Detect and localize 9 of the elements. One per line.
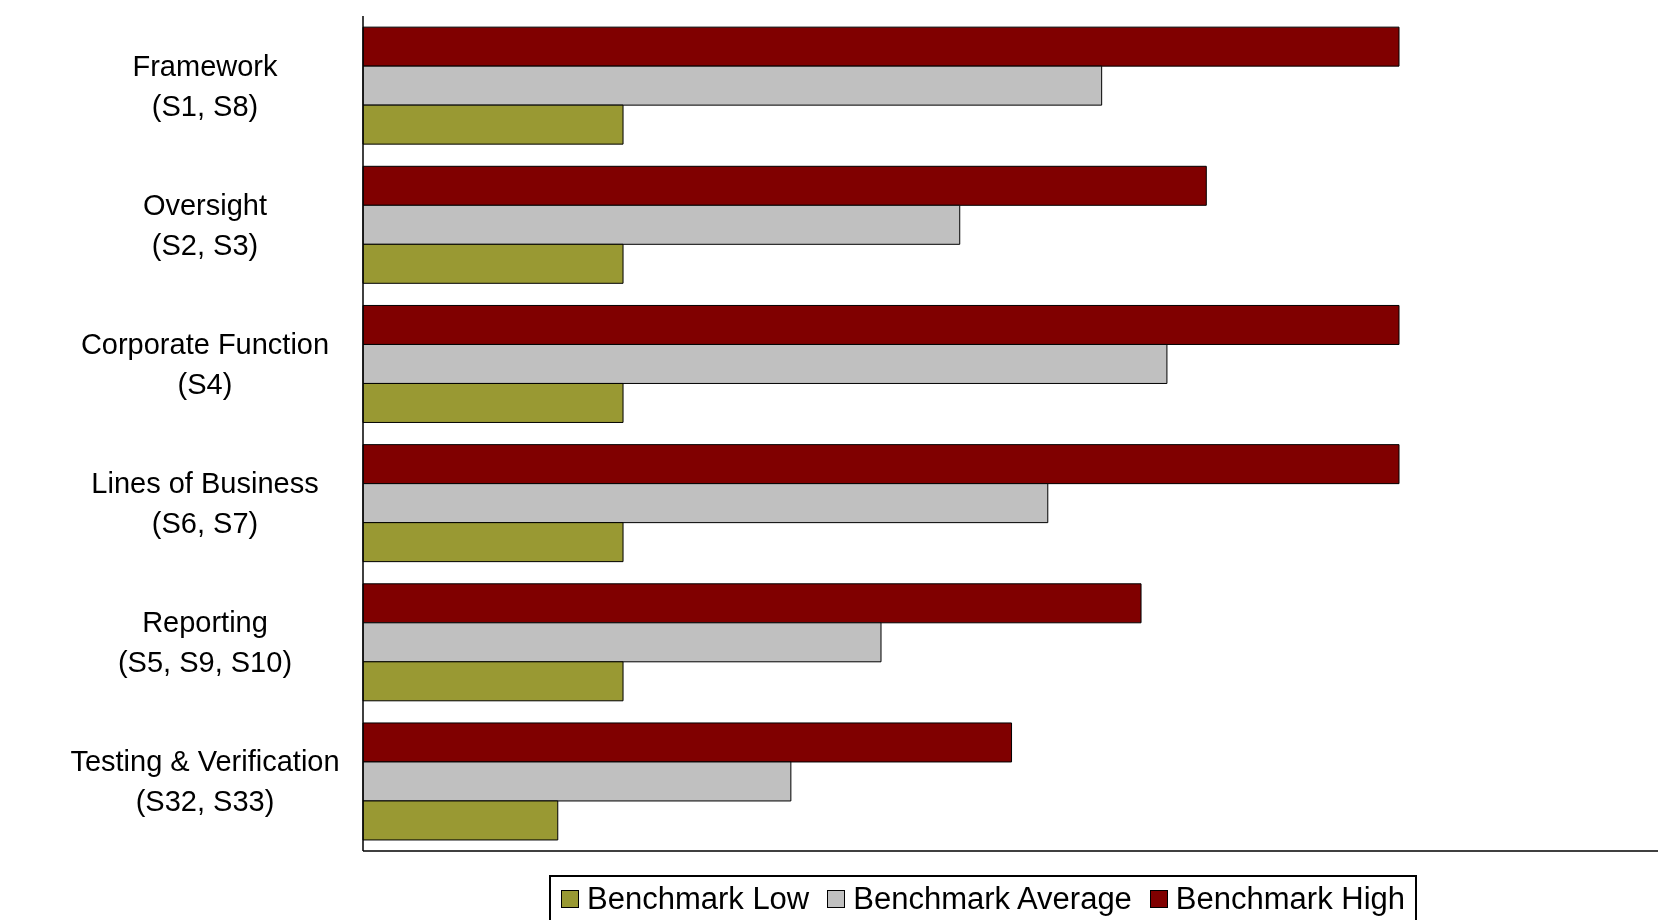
legend-label: Benchmark Low	[586, 881, 810, 917]
y-tick-label: Testing & Verification (S32, S33)	[70, 745, 340, 818]
y-tick-label: Lines of Business (S6, S7)	[91, 467, 319, 540]
y-tick-label: Corporate Function (S4)	[80, 327, 330, 400]
y-tick-label: Reporting (S5, S9, S10)	[117, 606, 293, 679]
y-tick-label: Oversight (S2, S3)	[142, 188, 268, 261]
legend-label: Benchmark High	[1175, 881, 1406, 917]
legend-label: Benchmark Average	[853, 881, 1132, 917]
y-tick-label: Framework (S1, S8)	[132, 49, 279, 122]
